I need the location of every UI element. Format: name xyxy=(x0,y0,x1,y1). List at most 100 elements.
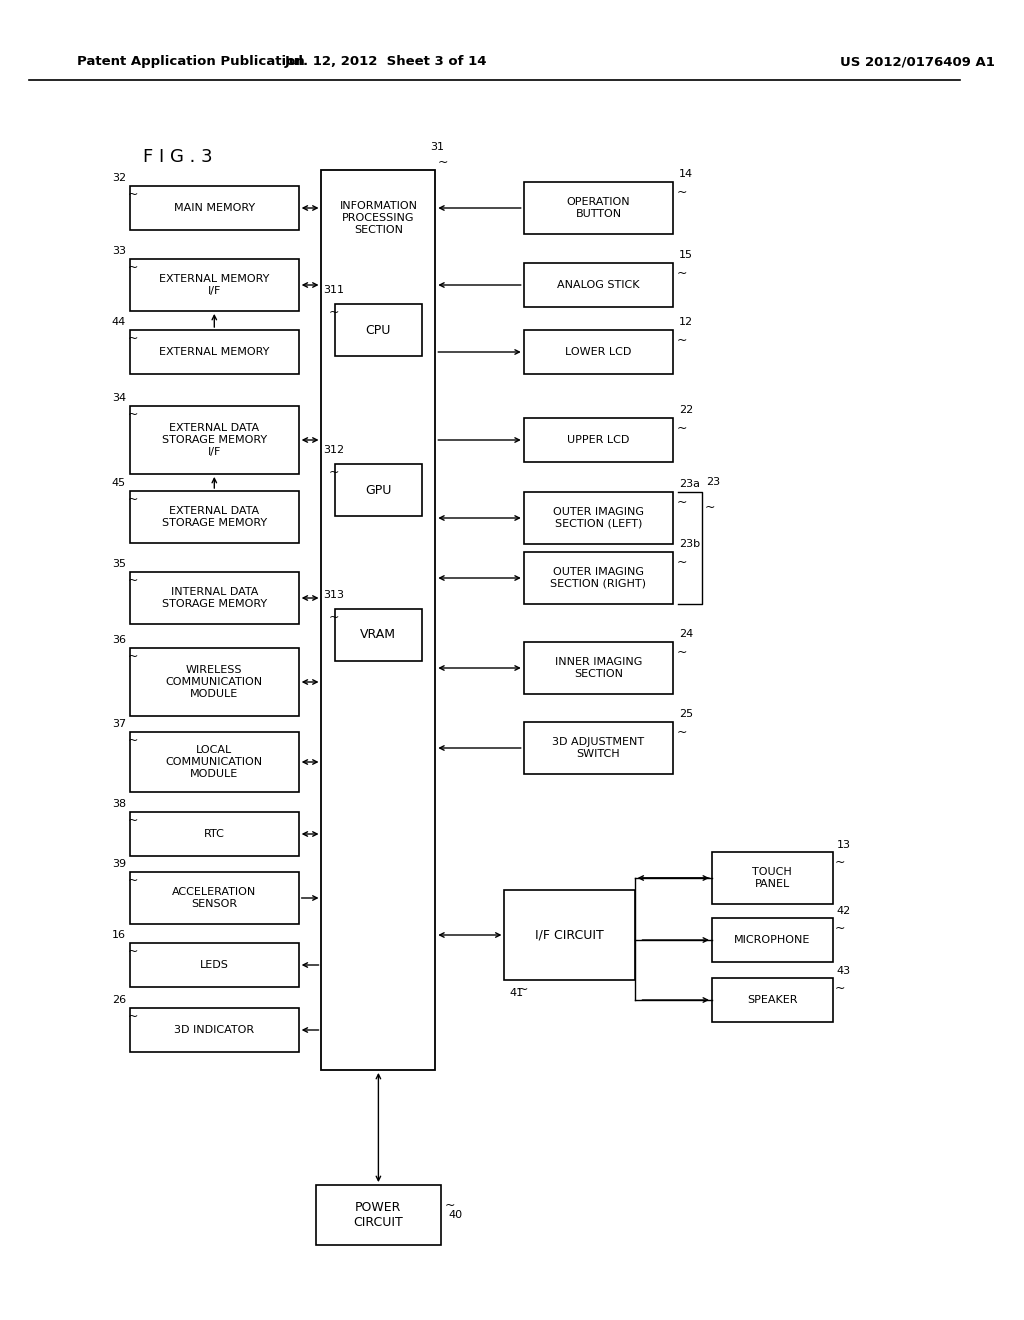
Text: 13: 13 xyxy=(837,840,851,850)
Text: 45: 45 xyxy=(112,478,126,488)
Text: ~: ~ xyxy=(128,945,138,958)
Bar xyxy=(523,642,674,694)
Text: 35: 35 xyxy=(112,558,126,569)
Bar xyxy=(523,330,674,374)
Text: WIRELESS
COMMUNICATION
MODULE: WIRELESS COMMUNICATION MODULE xyxy=(166,665,263,698)
Text: ~: ~ xyxy=(128,261,138,275)
Text: ~: ~ xyxy=(128,574,138,587)
Text: TOUCH
PANEL: TOUCH PANEL xyxy=(753,867,793,888)
Text: ~: ~ xyxy=(677,334,688,347)
Text: 44: 44 xyxy=(112,317,126,327)
Bar xyxy=(315,1185,441,1245)
Text: RTC: RTC xyxy=(204,829,224,840)
Text: ~: ~ xyxy=(677,556,688,569)
Bar xyxy=(523,263,674,308)
Text: UPPER LCD: UPPER LCD xyxy=(567,436,630,445)
Text: INTERNAL DATA
STORAGE MEMORY: INTERNAL DATA STORAGE MEMORY xyxy=(162,587,267,609)
Text: ~: ~ xyxy=(128,814,138,828)
Bar xyxy=(130,572,299,624)
Text: ~: ~ xyxy=(835,855,845,869)
Bar xyxy=(130,407,299,474)
Bar xyxy=(505,890,635,979)
Text: ~: ~ xyxy=(677,645,688,659)
Text: ~: ~ xyxy=(677,422,688,436)
Text: 313: 313 xyxy=(324,590,344,601)
Text: ~: ~ xyxy=(705,502,715,513)
Text: MICROPHONE: MICROPHONE xyxy=(734,935,810,945)
Text: ~: ~ xyxy=(835,921,845,935)
Text: OPERATION
BUTTON: OPERATION BUTTON xyxy=(566,197,631,219)
Bar xyxy=(523,418,674,462)
Bar xyxy=(523,552,674,605)
Text: OUTER IMAGING
SECTION (LEFT): OUTER IMAGING SECTION (LEFT) xyxy=(553,507,644,529)
Text: 34: 34 xyxy=(112,393,126,403)
Text: ~: ~ xyxy=(677,496,688,510)
Bar xyxy=(130,259,299,312)
Text: ~: ~ xyxy=(128,492,138,506)
Text: MAIN MEMORY: MAIN MEMORY xyxy=(174,203,255,213)
Bar xyxy=(130,733,299,792)
Text: 311: 311 xyxy=(324,285,344,294)
Text: SPEAKER: SPEAKER xyxy=(746,995,798,1005)
Text: GPU: GPU xyxy=(366,483,391,496)
Text: 23b: 23b xyxy=(679,539,700,549)
Bar xyxy=(130,873,299,924)
Text: ~: ~ xyxy=(445,1199,456,1212)
Bar xyxy=(712,978,833,1022)
Text: 26: 26 xyxy=(112,995,126,1005)
Text: 22: 22 xyxy=(679,405,693,414)
Bar xyxy=(130,812,299,855)
Text: EXTERNAL DATA
STORAGE MEMORY
I/F: EXTERNAL DATA STORAGE MEMORY I/F xyxy=(162,424,267,457)
Text: 24: 24 xyxy=(679,630,693,639)
Text: ~: ~ xyxy=(835,982,845,995)
Bar xyxy=(130,648,299,715)
Text: LOWER LCD: LOWER LCD xyxy=(565,347,632,356)
Text: F I G . 3: F I G . 3 xyxy=(143,148,213,166)
Text: Jul. 12, 2012  Sheet 3 of 14: Jul. 12, 2012 Sheet 3 of 14 xyxy=(285,55,487,69)
Text: 38: 38 xyxy=(112,799,126,809)
Text: 36: 36 xyxy=(112,635,126,645)
Text: OUTER IMAGING
SECTION (RIGHT): OUTER IMAGING SECTION (RIGHT) xyxy=(551,568,646,589)
Text: POWER
CIRCUIT: POWER CIRCUIT xyxy=(353,1201,403,1229)
Text: ~: ~ xyxy=(329,466,340,479)
Bar xyxy=(130,491,299,543)
Bar xyxy=(130,1008,299,1052)
Text: INFORMATION
PROCESSING
SECTION: INFORMATION PROCESSING SECTION xyxy=(339,202,418,235)
Bar xyxy=(523,492,674,544)
Text: ~: ~ xyxy=(128,408,138,421)
Bar xyxy=(523,182,674,234)
Text: 25: 25 xyxy=(679,709,693,719)
Text: 37: 37 xyxy=(112,719,126,729)
Text: ~: ~ xyxy=(128,734,138,747)
Bar xyxy=(712,917,833,962)
Text: ~: ~ xyxy=(128,649,138,663)
Text: ~: ~ xyxy=(518,983,528,997)
Text: ~: ~ xyxy=(329,610,340,623)
Text: ~: ~ xyxy=(677,267,688,280)
Text: EXTERNAL DATA
STORAGE MEMORY: EXTERNAL DATA STORAGE MEMORY xyxy=(162,506,267,528)
Text: ~: ~ xyxy=(128,187,138,201)
Text: ~: ~ xyxy=(128,1010,138,1023)
Text: ~: ~ xyxy=(128,333,138,345)
Bar xyxy=(335,465,422,516)
Text: 41: 41 xyxy=(509,987,523,998)
Bar xyxy=(322,170,435,1071)
Bar xyxy=(712,851,833,904)
Text: 42: 42 xyxy=(837,906,851,916)
Text: 15: 15 xyxy=(679,249,693,260)
Text: 33: 33 xyxy=(112,246,126,256)
Text: 14: 14 xyxy=(679,169,693,180)
Bar xyxy=(130,942,299,987)
Text: Patent Application Publication: Patent Application Publication xyxy=(77,55,305,69)
Text: LOCAL
COMMUNICATION
MODULE: LOCAL COMMUNICATION MODULE xyxy=(166,746,263,779)
Text: VRAM: VRAM xyxy=(360,628,396,642)
Bar xyxy=(335,304,422,356)
Text: EXTERNAL MEMORY: EXTERNAL MEMORY xyxy=(159,347,269,356)
Text: ~: ~ xyxy=(128,874,138,887)
Text: I/F CIRCUIT: I/F CIRCUIT xyxy=(536,928,604,941)
Text: ANALOG STICK: ANALOG STICK xyxy=(557,280,640,290)
Text: EXTERNAL MEMORY
I/F: EXTERNAL MEMORY I/F xyxy=(159,275,269,296)
Text: ACCELERATION
SENSOR: ACCELERATION SENSOR xyxy=(172,887,256,908)
Text: CPU: CPU xyxy=(366,323,391,337)
Text: 3D ADJUSTMENT
SWITCH: 3D ADJUSTMENT SWITCH xyxy=(552,737,644,759)
